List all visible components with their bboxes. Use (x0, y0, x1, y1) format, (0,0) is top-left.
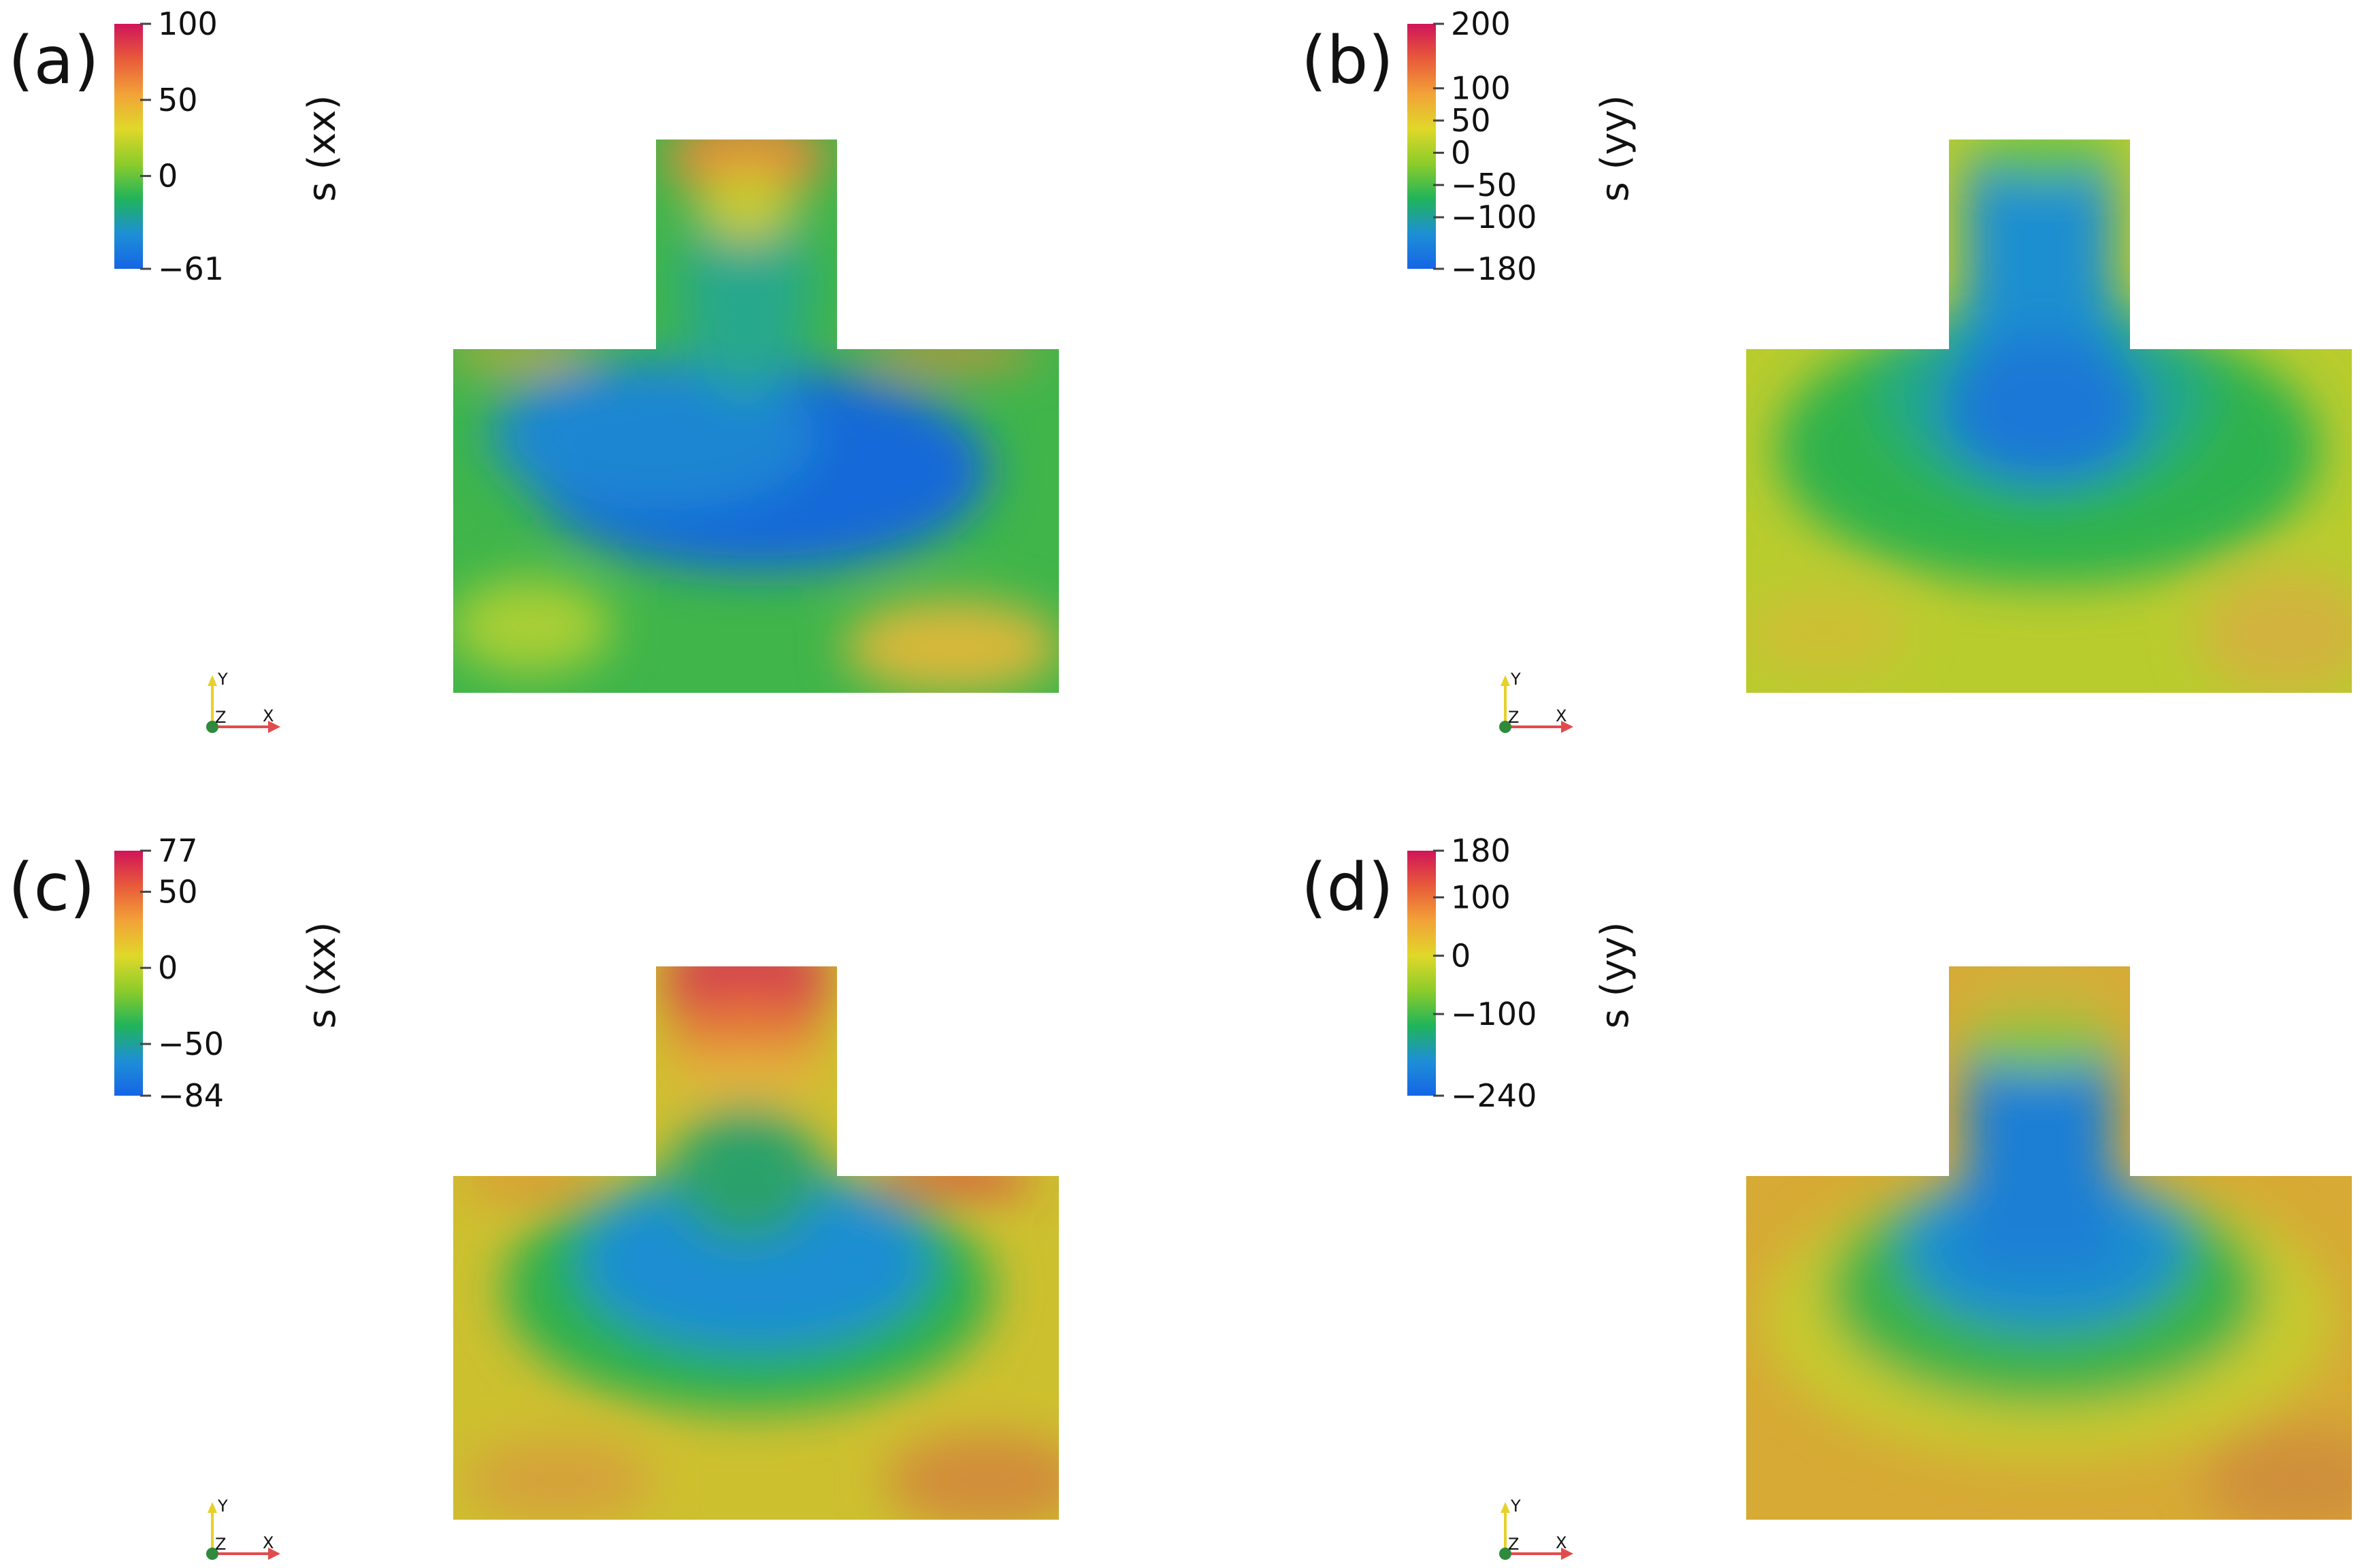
colorbar-tick-label: 77 (158, 832, 198, 869)
colorbar-tick-label: −100 (1451, 996, 1537, 1032)
colorbar-tick-label: −180 (1451, 250, 1537, 287)
axes-triad: Y X Z (1499, 670, 1573, 733)
colorbar (1407, 24, 1436, 269)
stress-field (453, 966, 1059, 1520)
axis-z-label: Z (215, 1535, 226, 1554)
axes-triad: Y X Z (1499, 1497, 1573, 1560)
colorbar-tick-label: 0 (1451, 937, 1471, 974)
colorbar-tick-label: 180 (1451, 832, 1511, 869)
colorbar-tick-label: −50 (158, 1026, 224, 1062)
quantity-label: s (yy) (1593, 922, 1637, 1029)
stress-field (453, 140, 1059, 693)
colorbar-tick-label: 50 (1451, 102, 1491, 139)
axis-z-label: Z (1508, 1535, 1519, 1554)
colorbar-tick-label: 200 (1451, 5, 1511, 42)
stress-field (1746, 140, 2352, 693)
panel-label: (c) (8, 849, 95, 926)
axis-x-label: X (1556, 1533, 1567, 1552)
colorbar (114, 851, 143, 1096)
quantity-label: s (xx) (300, 922, 344, 1029)
axis-y-label: Y (1510, 1497, 1521, 1516)
panel-a: (a) 100 50 0 −61 s (xx) Y X Z (8, 5, 1059, 733)
axis-y-label: Y (217, 1497, 228, 1516)
colorbar-tick-label: −61 (158, 250, 224, 287)
colorbar-tick-label: 100 (1451, 70, 1511, 107)
colorbar (1407, 851, 1436, 1096)
panel-label: (b) (1301, 22, 1394, 99)
colorbar-tick-label: 50 (158, 82, 198, 118)
colorbar-tick-label: −50 (1451, 167, 1517, 203)
colorbar-tick-label: 100 (158, 5, 218, 42)
colorbar-tick-label: 0 (158, 158, 178, 195)
axis-z-label: Z (215, 708, 226, 727)
axis-y-label: Y (217, 670, 228, 689)
panel-d: (d) 180 100 0 −100 −240 s (yy) Y X Z (1301, 832, 2352, 1560)
colorbar-tick-label: 0 (1451, 134, 1471, 171)
panel-label: (d) (1301, 849, 1394, 926)
axis-y-label: Y (1510, 670, 1521, 689)
colorbar-tick-label: −84 (158, 1077, 224, 1114)
axes-triad: Y X Z (206, 670, 280, 733)
colorbar (114, 24, 143, 269)
colorbar-tick-label: −100 (1451, 199, 1537, 235)
axis-x-label: X (1556, 706, 1567, 725)
axis-x-label: X (263, 1533, 274, 1552)
axes-triad: Y X Z (206, 1497, 280, 1560)
panel-c: (c) 77 50 0 −50 −84 s (xx) Y X Z (8, 832, 1059, 1560)
colorbar-tick-label: −240 (1451, 1077, 1537, 1114)
quantity-label: s (xx) (300, 95, 344, 202)
quantity-label: s (yy) (1593, 95, 1637, 202)
axis-x-label: X (263, 706, 274, 725)
panel-label: (a) (8, 22, 99, 99)
stress-field (1746, 966, 2352, 1520)
colorbar-tick-label: 0 (158, 949, 178, 986)
colorbar-tick-label: 100 (1451, 879, 1511, 916)
colorbar-tick-label: 50 (158, 873, 198, 910)
axis-z-label: Z (1508, 708, 1519, 727)
